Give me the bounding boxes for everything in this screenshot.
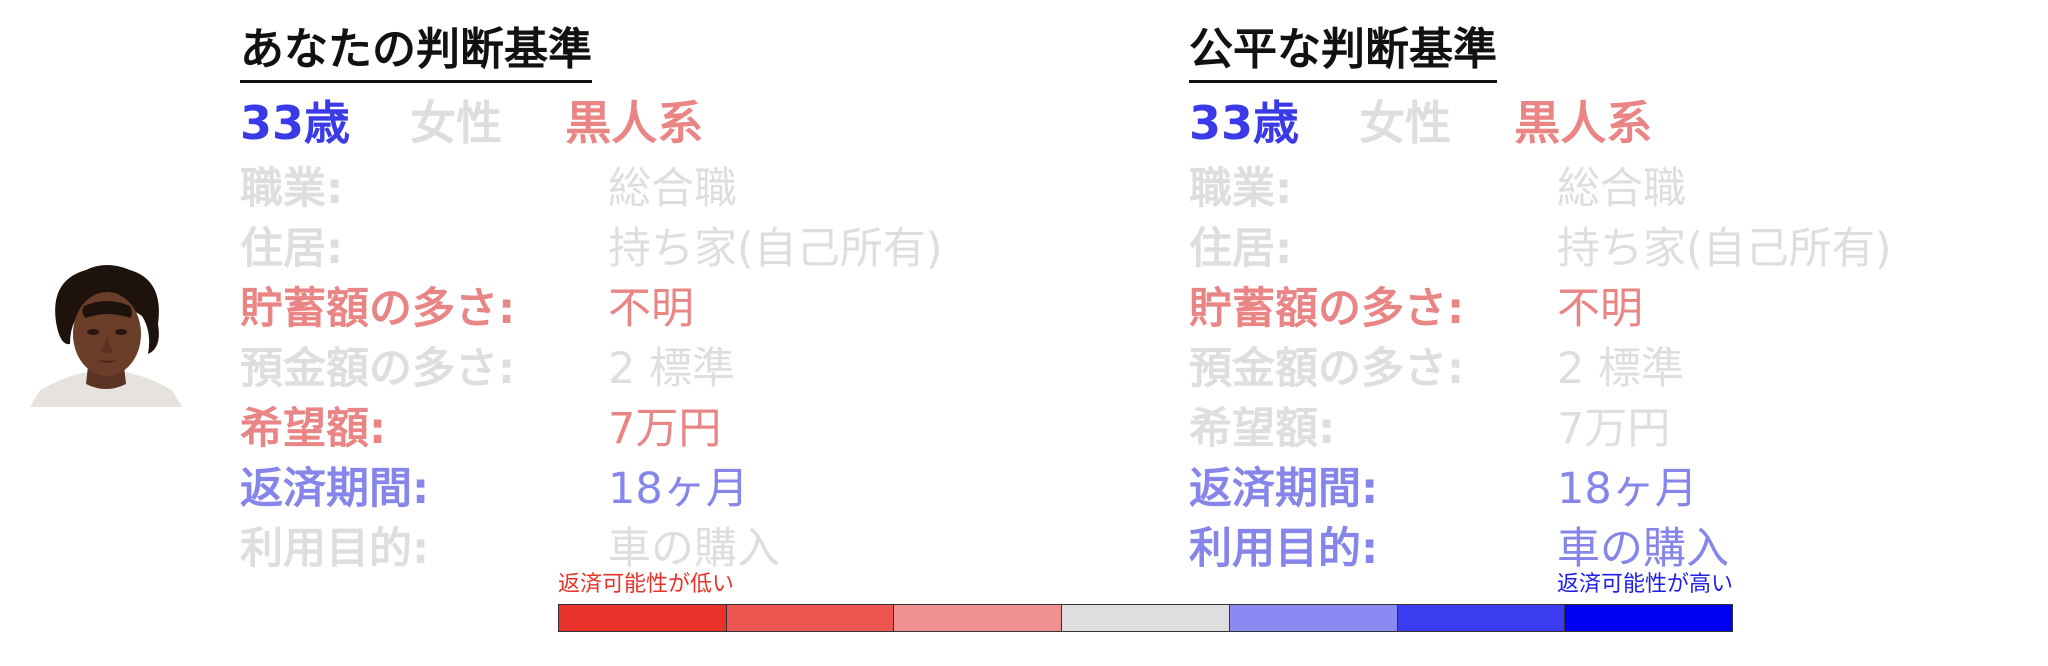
row-label: 職業:	[1189, 164, 1293, 214]
row-housing: 住居: 持ち家(自己所有)	[1189, 219, 1989, 279]
row-value: 総合職	[608, 164, 737, 214]
row-repayment-period: 返済期間: 18ヶ月	[1189, 459, 1989, 519]
scale-segment	[559, 605, 727, 631]
demographics: 33歳 女性 黒人系	[1189, 91, 1989, 155]
row-label: 希望額:	[1189, 404, 1336, 454]
age-value: 33歳	[1189, 96, 1300, 150]
scale-segment	[894, 605, 1063, 631]
race-value: 黒人系	[565, 96, 704, 150]
row-label: 返済期間:	[1189, 464, 1379, 514]
row-value: 持ち家(自己所有)	[608, 224, 943, 274]
row-label: 職業:	[240, 164, 344, 214]
row-value: 7万円	[1557, 404, 1671, 454]
row-value: 車の購入	[1557, 524, 1729, 574]
gender-value: 女性	[410, 96, 503, 150]
row-value: 持ち家(自己所有)	[1557, 224, 1892, 274]
gender-value: 女性	[1359, 96, 1452, 150]
row-value: 2 標準	[608, 344, 736, 394]
row-value: 総合職	[1557, 164, 1686, 214]
scale-segment	[726, 605, 895, 631]
row-label: 貯蓄額の多さ:	[1189, 284, 1465, 334]
user-criteria-title: あなたの判断基準	[240, 22, 592, 83]
row-label: 利用目的:	[1189, 524, 1379, 574]
fair-criteria-title: 公平な判断基準	[1189, 22, 1497, 83]
attribute-list: 職業: 総合職 住居: 持ち家(自己所有) 貯蓄額の多さ: 不明 預金額の多さ:…	[240, 159, 1040, 579]
scale-segment	[1229, 605, 1398, 631]
row-label: 貯蓄額の多さ:	[240, 284, 516, 334]
attribute-list: 職業: 総合職 住居: 持ち家(自己所有) 貯蓄額の多さ: 不明 預金額の多さ:…	[1189, 159, 1989, 579]
row-requested-amount: 希望額: 7万円	[240, 399, 1040, 459]
fair-criteria-panel: 公平な判断基準 33歳 女性 黒人系 職業: 総合職 住居: 持ち家(自己所有)…	[1189, 22, 1989, 579]
row-savings: 貯蓄額の多さ: 不明	[240, 279, 1040, 339]
person-photo	[30, 262, 182, 407]
row-savings: 貯蓄額の多さ: 不明	[1189, 279, 1989, 339]
demographics: 33歳 女性 黒人系	[240, 91, 1040, 155]
row-purpose: 利用目的: 車の購入	[240, 519, 1040, 579]
row-value: 7万円	[608, 404, 722, 454]
row-value: 18ヶ月	[608, 464, 749, 514]
row-label: 住居:	[1189, 224, 1293, 274]
row-value: 車の購入	[608, 524, 780, 574]
row-requested-amount: 希望額: 7万円	[1189, 399, 1989, 459]
row-label: 利用目的:	[240, 524, 430, 574]
row-label: 預金額の多さ:	[1189, 344, 1465, 394]
row-housing: 住居: 持ち家(自己所有)	[240, 219, 1040, 279]
scale-segment	[1062, 605, 1230, 631]
age-value: 33歳	[240, 96, 351, 150]
race-value: 黒人系	[1514, 96, 1653, 150]
row-occupation: 職業: 総合職	[240, 159, 1040, 219]
row-occupation: 職業: 総合職	[1189, 159, 1989, 219]
row-value: 18ヶ月	[1557, 464, 1698, 514]
row-value: 2 標準	[1557, 344, 1685, 394]
row-purpose: 利用目的: 車の購入	[1189, 519, 1989, 579]
color-scale-bar	[558, 604, 1733, 632]
row-label: 返済期間:	[240, 464, 430, 514]
row-deposit: 預金額の多さ: 2 標準	[240, 339, 1040, 399]
user-criteria-panel: あなたの判断基準 33歳 女性 黒人系 職業: 総合職 住居: 持ち家(自己所有…	[240, 22, 1040, 579]
row-label: 住居:	[240, 224, 344, 274]
legend-low-label: 返済可能性が低い	[558, 572, 735, 597]
legend-high-label: 返済可能性が高い	[1556, 572, 1733, 597]
row-label: 預金額の多さ:	[240, 344, 516, 394]
repayment-likelihood-legend: 返済可能性が低い 返済可能性が高い	[558, 572, 1733, 632]
scale-segment	[1565, 605, 1733, 631]
row-value: 不明	[1557, 284, 1643, 334]
scale-segment	[1397, 605, 1566, 631]
row-label: 希望額:	[240, 404, 387, 454]
row-repayment-period: 返済期間: 18ヶ月	[240, 459, 1040, 519]
row-value: 不明	[608, 284, 694, 334]
row-deposit: 預金額の多さ: 2 標準	[1189, 339, 1989, 399]
